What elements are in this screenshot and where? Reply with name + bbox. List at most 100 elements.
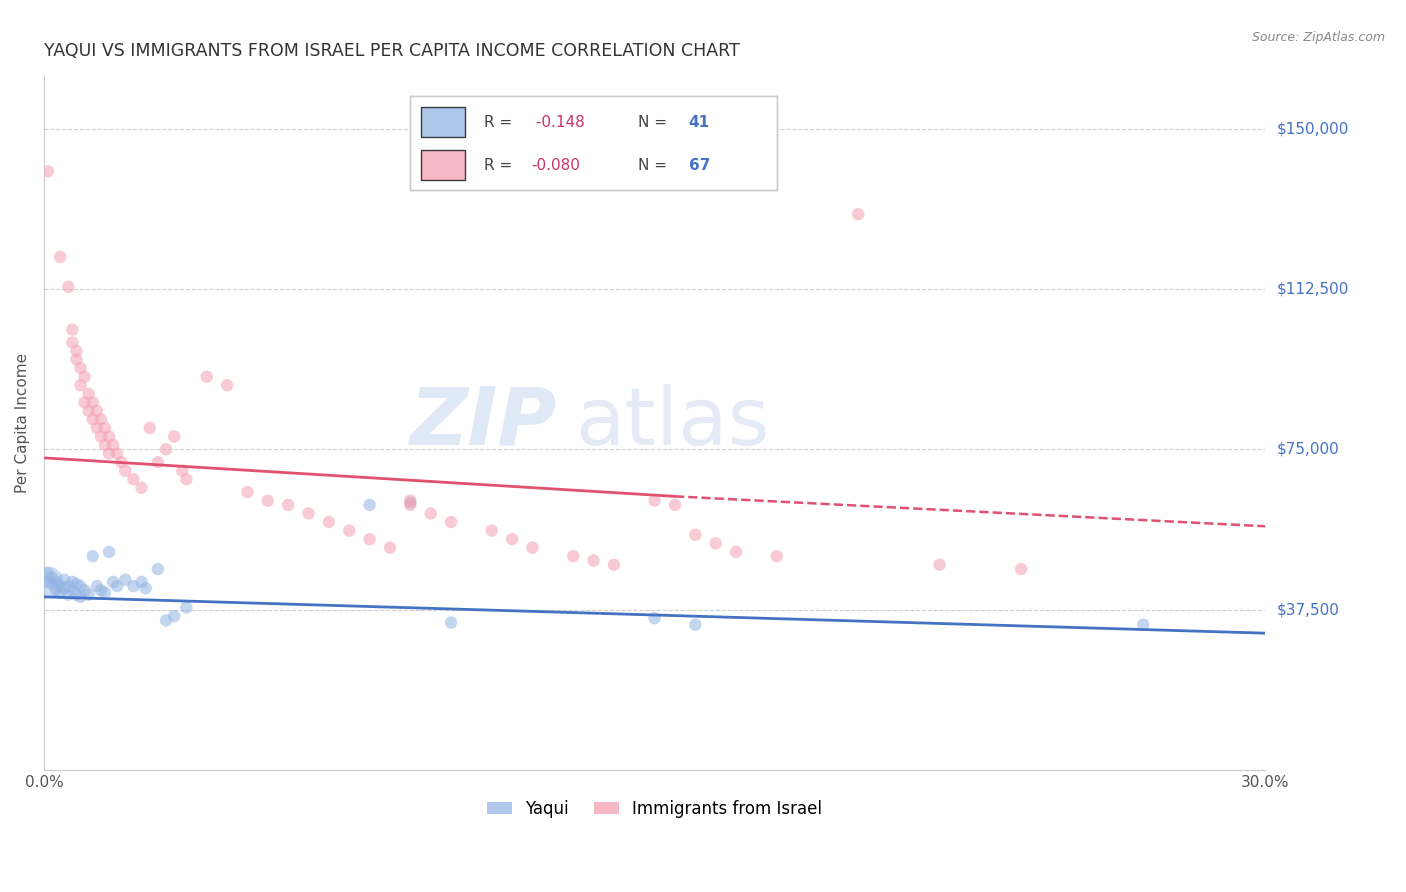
Point [176,472,198,486]
Point [1132,617,1154,632]
Point [163,609,186,624]
Point [73,583,96,598]
Point [90,412,112,426]
Point [399,498,422,512]
Text: atlas: atlas [575,384,769,461]
Text: YAQUI VS IMMIGRANTS FROM ISRAEL PER CAPITA INCOME CORRELATION CHART: YAQUI VS IMMIGRANTS FROM ISRAEL PER CAPI… [44,42,740,60]
Point [41,571,63,585]
Point [94,438,117,452]
Point [114,573,136,587]
Point [65,588,87,602]
Point [139,421,162,435]
Point [440,515,463,529]
Point [69,590,91,604]
Point [399,496,422,510]
Point [37,574,59,589]
Point [318,515,340,529]
Point [146,455,169,469]
Point [359,532,381,546]
Point [562,549,585,564]
Point [60,323,83,337]
Point [122,472,145,486]
Point [90,429,112,443]
Point [131,481,153,495]
Point [378,541,401,555]
Point [45,574,67,589]
Point [155,442,177,457]
Point [82,549,104,564]
Point [217,378,239,392]
Text: $75,000: $75,000 [1277,442,1339,457]
Point [163,429,186,443]
Text: $112,500: $112,500 [1277,282,1348,296]
Y-axis label: Per Capita Income: Per Capita Income [15,352,30,492]
Point [94,585,117,599]
Point [146,562,169,576]
Point [131,574,153,589]
Point [603,558,626,572]
Point [582,553,605,567]
Point [94,421,117,435]
Point [195,369,218,384]
Point [176,600,198,615]
Text: $150,000: $150,000 [1277,121,1348,136]
Point [82,412,104,426]
Point [49,585,72,599]
Point [481,524,503,538]
Point [522,541,544,555]
Point [664,498,686,512]
Point [114,464,136,478]
Point [98,545,121,559]
Point [101,438,124,452]
Point [644,611,666,625]
Point [86,421,108,435]
Text: ZIP: ZIP [409,384,557,461]
Point [236,485,259,500]
Point [98,429,121,443]
Point [90,583,112,598]
Point [82,395,104,409]
Point [60,335,83,350]
Point [65,343,87,358]
Point [60,574,83,589]
Point [101,574,124,589]
Legend: Yaqui, Immigrants from Israel: Yaqui, Immigrants from Israel [481,793,830,824]
Point [69,378,91,392]
Point [37,164,59,178]
Point [297,507,319,521]
Point [53,582,76,596]
Point [53,573,76,587]
Point [256,493,278,508]
Point [419,507,441,521]
Point [1010,562,1032,576]
Point [60,583,83,598]
Point [77,404,100,418]
Point [135,582,157,596]
Point [86,404,108,418]
Point [725,545,748,559]
Point [928,558,950,572]
Point [58,579,80,593]
Point [65,352,87,367]
Point [685,528,707,542]
Point [359,498,381,512]
Point [685,617,707,632]
Point [172,464,194,478]
Point [69,361,91,376]
Point [644,493,666,508]
Point [77,386,100,401]
Text: Source: ZipAtlas.com: Source: ZipAtlas.com [1251,31,1385,45]
Point [49,250,72,264]
Point [277,498,299,512]
Point [37,566,59,581]
Point [704,536,727,550]
Point [122,579,145,593]
Point [440,615,463,630]
Point [45,583,67,598]
Point [49,579,72,593]
Point [77,588,100,602]
Point [105,579,128,593]
Point [41,577,63,591]
Point [846,207,869,221]
Point [58,588,80,602]
